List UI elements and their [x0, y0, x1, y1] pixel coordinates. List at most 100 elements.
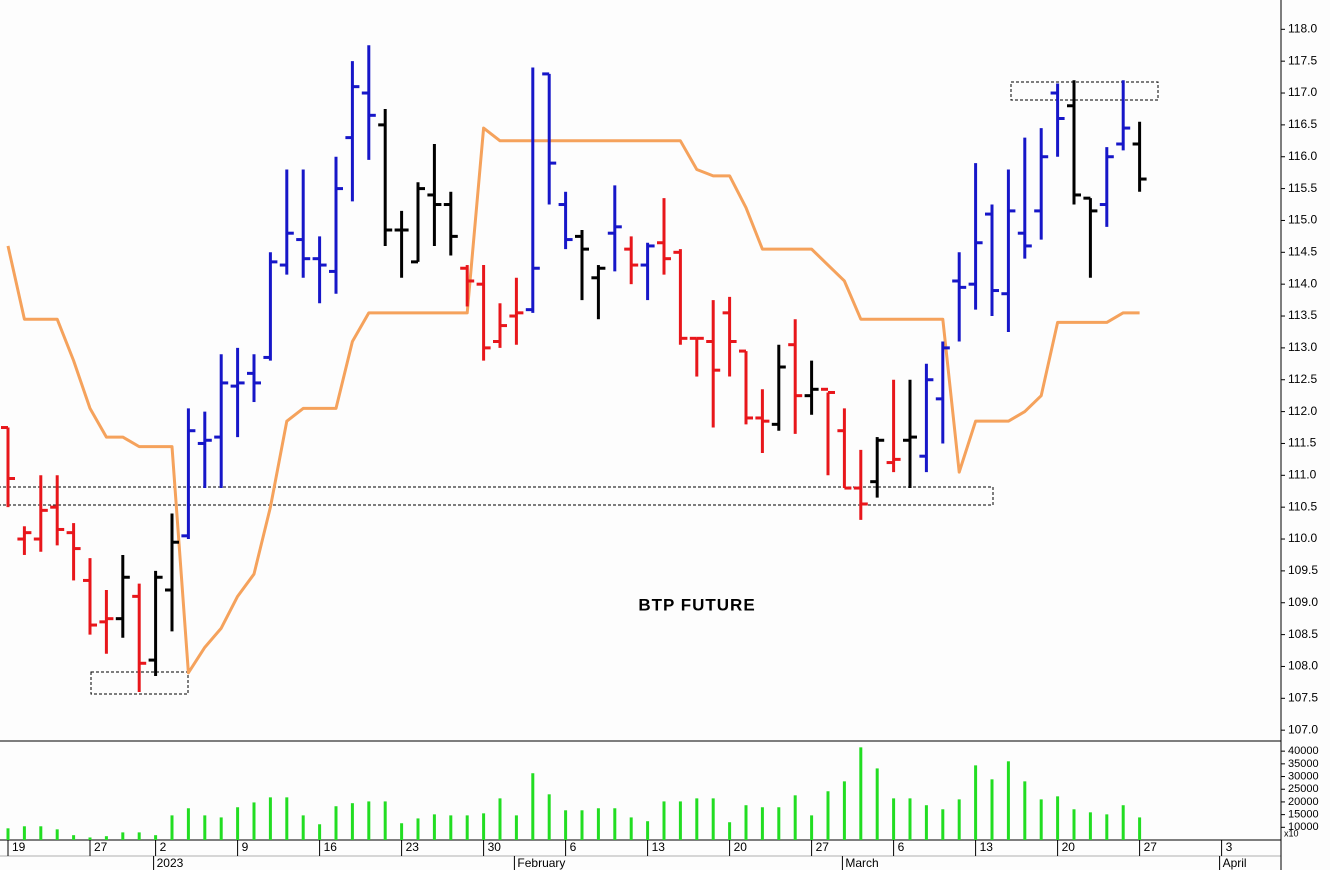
- volume-bar: [547, 794, 551, 840]
- volume-bar: [662, 801, 666, 840]
- x-tick-label: 13: [652, 840, 666, 854]
- volume-bar: [186, 808, 190, 840]
- volume-bar: [629, 817, 633, 840]
- x-tick-label: 30: [488, 840, 502, 854]
- volume-bar: [793, 795, 797, 840]
- volume-bar: [1088, 812, 1092, 840]
- volume-bar: [432, 814, 436, 840]
- y-unit-label: x10: [1284, 828, 1299, 838]
- volume-bar: [744, 805, 748, 840]
- y-tick-label: 109.5: [1288, 563, 1318, 577]
- volume-bar: [236, 807, 240, 840]
- y-tick-label: 114.0: [1288, 276, 1317, 290]
- annotation-box: [0, 486, 994, 506]
- volume-bar: [1138, 817, 1142, 840]
- volume-bar: [990, 779, 994, 840]
- y-tick-label: 10000: [1288, 821, 1319, 833]
- x-tick-label: 9: [242, 840, 249, 854]
- month-label: 2023: [157, 856, 184, 870]
- volume-bar: [39, 826, 43, 840]
- volume-bar: [941, 809, 945, 840]
- y-tick-label: 15000: [1288, 809, 1319, 821]
- volume-bar: [449, 815, 453, 840]
- volume-bar: [810, 815, 814, 840]
- volume-bar: [482, 813, 486, 840]
- volume-bar: [974, 765, 978, 840]
- x-tick-label: 6: [570, 840, 577, 854]
- volume-bar: [531, 773, 535, 840]
- y-tick-label: 113.0: [1288, 340, 1317, 354]
- x-tick-label: 27: [816, 840, 830, 854]
- volume-bar: [859, 747, 863, 840]
- volume-bar: [350, 803, 354, 840]
- y-tick-label: 110.0: [1288, 531, 1317, 545]
- y-tick-label: 115.0: [1288, 213, 1317, 227]
- volume-bar: [170, 815, 174, 840]
- volume-bar: [203, 815, 207, 840]
- y-tick-label: 35000: [1288, 758, 1319, 770]
- volume-bar: [1105, 814, 1109, 840]
- month-label: March: [845, 856, 878, 870]
- y-tick-label: 118.0: [1288, 21, 1317, 35]
- volume-bar: [498, 798, 502, 840]
- volume-bar: [121, 832, 125, 840]
- volume-bar: [924, 805, 928, 840]
- y-tick-label: 108.5: [1288, 627, 1318, 641]
- volume-bar: [892, 798, 896, 840]
- y-tick-label: 40000: [1288, 745, 1319, 757]
- x-tick-label: 20: [1062, 840, 1076, 854]
- volume-bar: [367, 801, 371, 840]
- y-tick-label: 117.5: [1288, 53, 1317, 67]
- y-tick-label: 114.5: [1288, 244, 1317, 258]
- volume-bar: [219, 817, 223, 840]
- y-tick-label: 116.0: [1288, 149, 1317, 163]
- x-tick-label: 19: [12, 840, 26, 854]
- y-tick-label: 113.5: [1288, 308, 1317, 322]
- volume-bar: [22, 826, 26, 840]
- y-tick-label: 25000: [1288, 783, 1319, 795]
- x-tick-label: 16: [324, 840, 338, 854]
- y-tick-label: 111.0: [1288, 467, 1317, 481]
- y-tick-label: 108.0: [1288, 659, 1318, 673]
- volume-bar: [1039, 799, 1043, 840]
- x-tick-label: 20: [734, 840, 748, 854]
- volume-bar: [154, 835, 158, 840]
- y-tick-label: 111.5: [1288, 436, 1317, 450]
- volume-bar: [514, 815, 518, 840]
- volume-bar: [6, 828, 10, 840]
- volume-bar: [1072, 809, 1076, 840]
- volume-bar: [580, 810, 584, 840]
- x-tick-label: 27: [1144, 840, 1158, 854]
- x-tick-label: 13: [980, 840, 994, 854]
- volume-bar: [301, 815, 305, 840]
- y-tick-label: 109.0: [1288, 595, 1318, 609]
- volume-bar: [416, 818, 420, 840]
- volume-bar: [383, 801, 387, 840]
- volume-bar: [465, 815, 469, 840]
- overlay-line: [6, 126, 1140, 675]
- y-tick-label: 112.0: [1288, 404, 1317, 418]
- volume-bar: [55, 829, 59, 840]
- volume-bar: [711, 798, 715, 840]
- volume-bar: [875, 768, 879, 840]
- volume-bar: [646, 821, 650, 840]
- volume-bar: [1023, 781, 1027, 840]
- volume-bar: [596, 808, 600, 840]
- volume-bar: [334, 806, 338, 840]
- volume-bar: [88, 837, 92, 840]
- x-tick-label: 2: [160, 840, 167, 854]
- volume-bar: [760, 807, 764, 840]
- volume-bar: [1056, 796, 1060, 840]
- y-tick-label: 30000: [1288, 770, 1319, 782]
- annotation-box: [1010, 81, 1159, 101]
- y-tick-label: 112.5: [1288, 372, 1317, 386]
- volume-bar: [104, 836, 108, 840]
- volume-bar: [1121, 805, 1125, 840]
- volume-bar: [613, 808, 617, 840]
- y-tick-label: 20000: [1288, 796, 1319, 808]
- volume-bar: [285, 797, 289, 840]
- volume-bar: [908, 798, 912, 840]
- volume-bar: [72, 835, 76, 840]
